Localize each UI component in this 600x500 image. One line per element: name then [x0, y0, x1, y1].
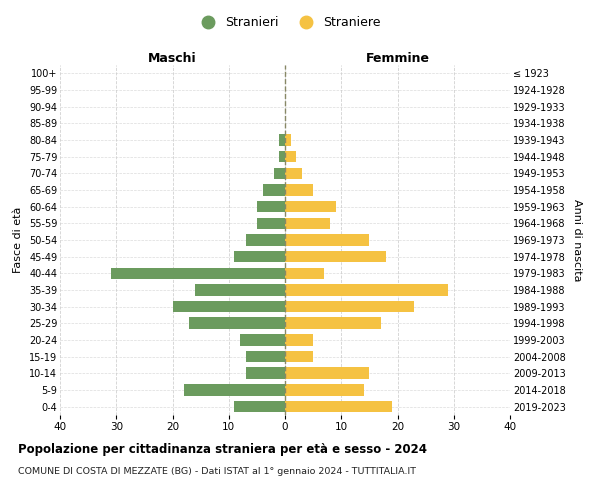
- Bar: [190, 318, 285, 329]
- Bar: [184, 384, 285, 396]
- Text: Femmine: Femmine: [365, 52, 430, 65]
- Bar: [285, 151, 296, 162]
- Text: COMUNE DI COSTA DI MEZZATE (BG) - Dati ISTAT al 1° gennaio 2024 - TUTTITALIA.IT: COMUNE DI COSTA DI MEZZATE (BG) - Dati I…: [18, 468, 416, 476]
- Legend: Stranieri, Straniere: Stranieri, Straniere: [190, 11, 386, 34]
- Bar: [285, 251, 386, 262]
- Bar: [285, 284, 448, 296]
- Bar: [257, 201, 285, 212]
- Bar: [245, 234, 285, 246]
- Bar: [285, 401, 392, 412]
- Bar: [285, 184, 313, 196]
- Bar: [285, 334, 313, 346]
- Bar: [235, 401, 285, 412]
- Bar: [245, 351, 285, 362]
- Bar: [285, 168, 302, 179]
- Bar: [285, 268, 325, 279]
- Bar: [173, 301, 285, 312]
- Bar: [280, 134, 285, 146]
- Bar: [285, 301, 415, 312]
- Bar: [263, 184, 285, 196]
- Bar: [274, 168, 285, 179]
- Text: Maschi: Maschi: [148, 52, 197, 65]
- Bar: [285, 351, 313, 362]
- Bar: [235, 251, 285, 262]
- Bar: [245, 368, 285, 379]
- Bar: [285, 234, 370, 246]
- Text: Popolazione per cittadinanza straniera per età e sesso - 2024: Popolazione per cittadinanza straniera p…: [18, 442, 427, 456]
- Bar: [285, 218, 330, 229]
- Y-axis label: Fasce di età: Fasce di età: [13, 207, 23, 273]
- Bar: [280, 151, 285, 162]
- Bar: [240, 334, 285, 346]
- Y-axis label: Anni di nascita: Anni di nascita: [572, 198, 583, 281]
- Bar: [285, 368, 370, 379]
- Bar: [195, 284, 285, 296]
- Bar: [285, 318, 380, 329]
- Bar: [285, 134, 290, 146]
- Bar: [285, 201, 335, 212]
- Bar: [110, 268, 285, 279]
- Bar: [257, 218, 285, 229]
- Bar: [285, 384, 364, 396]
